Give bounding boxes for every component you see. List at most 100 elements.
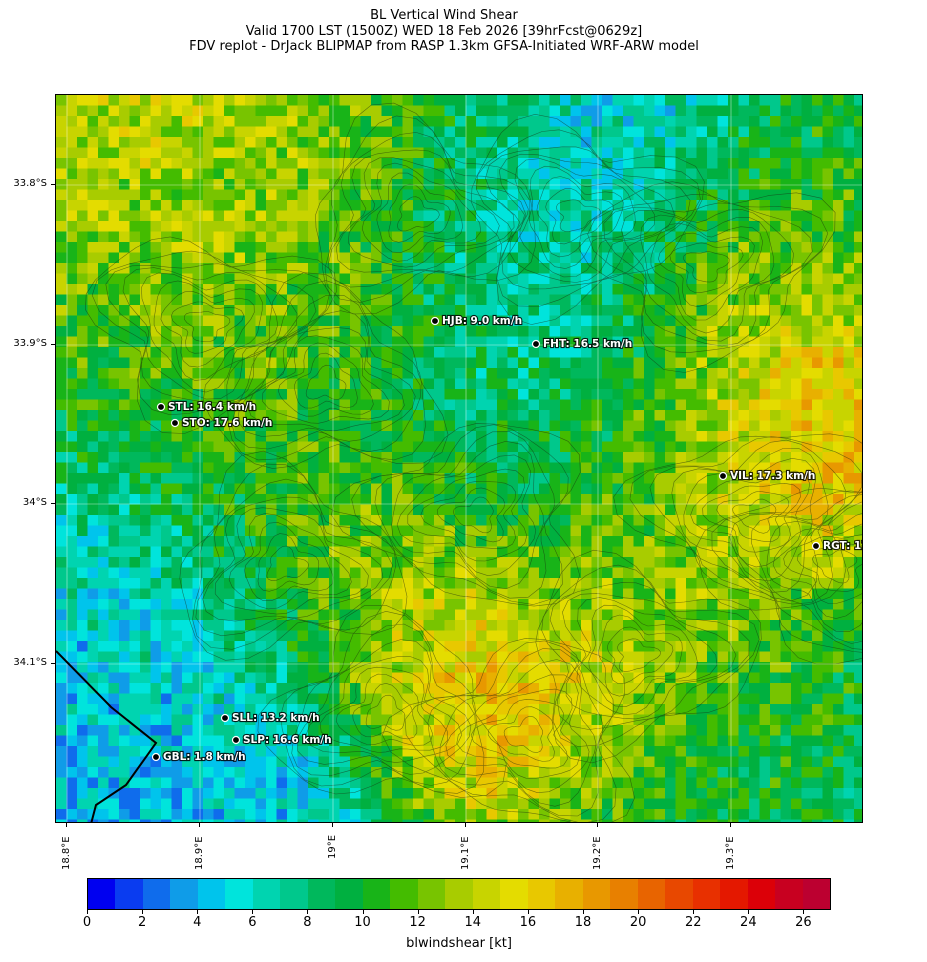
shear-cell [434, 336, 445, 348]
shear-cell [329, 410, 340, 421]
shear-cell [633, 231, 645, 243]
shear-cell [140, 210, 151, 222]
shear-cell [255, 147, 267, 159]
shear-cell [87, 126, 99, 138]
shear-cell [486, 168, 498, 180]
shear-cell [801, 441, 813, 453]
shear-cell [371, 273, 382, 285]
shear-cell [780, 683, 792, 694]
shear-cell [129, 662, 141, 673]
shear-cell [444, 725, 456, 736]
shear-cell [686, 147, 697, 159]
shear-cell [675, 641, 687, 652]
shear-cell [539, 399, 550, 411]
shear-cell [444, 326, 456, 337]
shear-cell [329, 735, 340, 747]
shear-cell [308, 725, 319, 736]
shear-cell [287, 746, 298, 757]
shear-cell [434, 168, 445, 180]
shear-cell [360, 630, 372, 642]
shear-cell [528, 641, 540, 652]
shear-cell [297, 210, 309, 222]
shear-cell [518, 536, 529, 547]
shear-cell [119, 294, 130, 306]
shear-cell [192, 515, 204, 526]
shear-cell [255, 189, 267, 201]
shear-cell [780, 347, 792, 358]
shear-cell [444, 231, 456, 243]
shear-cell [119, 504, 130, 516]
shear-cell [56, 756, 67, 768]
shear-cell [402, 189, 414, 201]
shear-cell [56, 389, 67, 400]
shear-cell [371, 714, 382, 726]
shear-cell [381, 767, 393, 778]
shear-cell [56, 200, 67, 211]
shear-cell [833, 357, 844, 369]
shear-cell [707, 473, 718, 484]
shear-cell [140, 746, 151, 757]
shear-cell [255, 368, 267, 379]
shear-cell [728, 441, 739, 453]
shear-cell [234, 557, 246, 568]
shear-cell [140, 473, 151, 484]
shear-cell [612, 683, 624, 694]
shear-cell [444, 389, 456, 400]
shear-cell [654, 326, 666, 337]
shear-cell [329, 704, 340, 715]
shear-cell [423, 630, 435, 642]
shear-cell [843, 347, 855, 358]
shear-cell [150, 714, 162, 726]
shear-cell [465, 462, 477, 474]
shear-cell [759, 389, 771, 400]
shear-cell [843, 620, 855, 631]
shear-cell [549, 441, 561, 453]
shear-cell [654, 420, 666, 432]
shear-cell [87, 284, 99, 295]
shear-cell [560, 147, 571, 159]
shear-cell [413, 725, 424, 736]
shear-cell [434, 704, 445, 715]
shear-cell [423, 567, 435, 579]
shear-cell [56, 714, 67, 726]
shear-cell [770, 378, 781, 390]
shear-cell [423, 767, 435, 778]
shear-cell [476, 95, 487, 106]
shear-cell [455, 147, 466, 159]
shear-cell [843, 168, 855, 180]
shear-cell [518, 221, 529, 232]
shear-cell [476, 294, 487, 306]
shear-cell [654, 137, 666, 148]
shear-cell [287, 599, 298, 610]
shear-cell [633, 441, 645, 453]
shear-cell [192, 651, 204, 663]
shear-cell [203, 410, 214, 421]
shear-cell [150, 578, 162, 589]
shear-cell [444, 431, 456, 442]
shear-cell [255, 357, 267, 369]
shear-cell [801, 735, 813, 747]
shear-cell [77, 200, 88, 211]
shear-cell [423, 599, 435, 610]
shear-cell [98, 714, 109, 726]
shear-cell [812, 189, 823, 201]
shear-cell [203, 336, 214, 348]
shear-cell [276, 273, 288, 285]
shear-cell [161, 284, 172, 295]
shear-cell [371, 147, 382, 159]
shear-cell [833, 305, 844, 316]
shear-cell [602, 620, 613, 631]
shear-cell [381, 630, 393, 642]
map-area[interactable]: HJB: 9.0 km/h HJB: 9.0 km/h FHT: 16.5 km/h… [55, 94, 863, 823]
shear-cell [791, 326, 802, 337]
shear-cell [486, 473, 498, 484]
shear-cell [434, 452, 445, 463]
shear-cell [276, 116, 288, 127]
shear-cell [486, 210, 498, 222]
shear-cell [434, 347, 445, 358]
shear-cell [749, 641, 760, 652]
shear-cell [161, 105, 172, 117]
shear-cell [423, 399, 435, 411]
shear-cell [738, 441, 750, 453]
shear-cell [633, 704, 645, 715]
